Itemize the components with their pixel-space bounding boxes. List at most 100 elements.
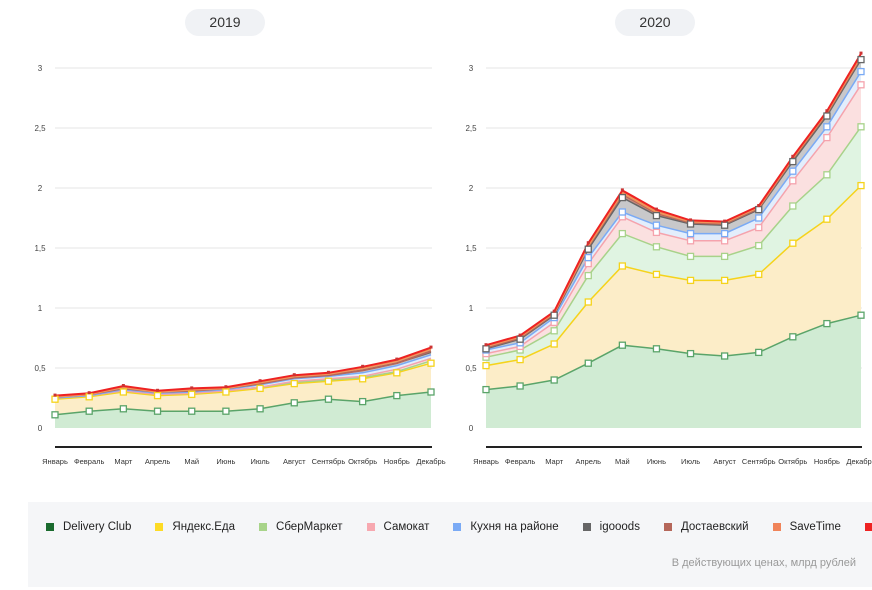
x-tick-label: Июль bbox=[681, 457, 700, 466]
data-point bbox=[791, 154, 795, 158]
data-point bbox=[53, 393, 57, 397]
data-point bbox=[395, 357, 399, 361]
data-point bbox=[857, 55, 865, 64]
data-point bbox=[825, 109, 829, 113]
data-point bbox=[789, 202, 797, 210]
data-point bbox=[85, 393, 93, 401]
data-point bbox=[618, 229, 627, 238]
legend-swatch bbox=[366, 523, 375, 531]
data-point bbox=[652, 228, 661, 237]
data-point bbox=[156, 388, 160, 392]
x-tick-label: Июль bbox=[251, 457, 270, 466]
legend-item[interactable]: SaveTime bbox=[772, 521, 841, 533]
data-point bbox=[652, 345, 661, 353]
data-point bbox=[188, 390, 196, 399]
series-line-3 bbox=[485, 84, 862, 355]
data-point bbox=[290, 399, 298, 407]
series-line-7 bbox=[54, 347, 432, 398]
x-tick-label: Август bbox=[283, 457, 306, 466]
data-point bbox=[584, 271, 592, 280]
data-point bbox=[324, 395, 333, 403]
data-point bbox=[550, 327, 558, 335]
data-point bbox=[652, 211, 661, 220]
legend-swatch bbox=[259, 523, 268, 531]
legend-item[interactable]: Впрок bbox=[864, 521, 872, 533]
series-line-1 bbox=[54, 362, 432, 400]
data-point bbox=[686, 276, 695, 285]
data-point bbox=[256, 384, 264, 393]
legend-label: Самокат bbox=[383, 521, 430, 533]
legend-item[interactable]: Яндекс.Еда bbox=[155, 521, 235, 533]
data-point bbox=[427, 388, 435, 396]
data-point bbox=[757, 204, 761, 207]
x-tick-label: Октябрь bbox=[348, 457, 377, 466]
x-tick-label: Февраль bbox=[505, 457, 536, 466]
data-point bbox=[153, 407, 162, 415]
data-point bbox=[550, 340, 558, 348]
x-tick-label: Май bbox=[615, 457, 630, 466]
data-point bbox=[789, 157, 797, 166]
charts: 0 0,5 1 1,5 2 2,5 3 Январь Февраль Март Апрель Май И… bbox=[34, 51, 872, 466]
data-point bbox=[686, 237, 695, 245]
legend-item[interactable]: Delivery Club bbox=[46, 521, 131, 533]
data-point bbox=[686, 349, 695, 358]
chart-2020: 0 0,5 1 1,5 2 2,5 3 Январь Февраль Март Апрель Май И… bbox=[465, 51, 872, 466]
data-point bbox=[823, 171, 831, 179]
data-point bbox=[119, 405, 128, 413]
data-point bbox=[121, 384, 125, 387]
data-point bbox=[857, 123, 865, 131]
data-point bbox=[258, 379, 262, 383]
data-point bbox=[516, 335, 524, 343]
legend-item[interactable]: Кухня на районе bbox=[453, 521, 559, 533]
data-point bbox=[326, 370, 330, 374]
y-tick-label: 2 bbox=[38, 184, 43, 193]
series-line-0 bbox=[54, 391, 432, 416]
series-line-2 bbox=[485, 126, 862, 358]
x-tick-label: Февраль bbox=[74, 457, 105, 466]
data-point bbox=[618, 341, 627, 349]
x-tick-label: Август bbox=[713, 457, 736, 466]
y-tick-label: 3 bbox=[38, 64, 43, 73]
legend-item[interactable]: Достаевский bbox=[663, 521, 749, 533]
x-tick-label: Сентябрь bbox=[742, 457, 776, 466]
data-point bbox=[720, 252, 729, 261]
data-point bbox=[618, 208, 627, 216]
legend-label: Достаевский bbox=[680, 521, 749, 533]
chart-title-2019: 2019 bbox=[185, 9, 265, 36]
data-point bbox=[484, 343, 488, 347]
legend-swatch bbox=[46, 523, 54, 531]
data-point bbox=[222, 407, 230, 415]
legend: Delivery Club Яндекс.Еда СберМаркет Самокат… bbox=[28, 502, 872, 587]
y-tick-label: 3 bbox=[469, 64, 474, 73]
data-point bbox=[516, 355, 524, 364]
data-point bbox=[358, 397, 367, 406]
data-point bbox=[516, 382, 524, 390]
series-line-3 bbox=[54, 357, 432, 399]
data-point bbox=[789, 177, 797, 185]
data-point bbox=[857, 181, 865, 190]
data-point bbox=[361, 364, 365, 368]
y-tick-label: 1,5 bbox=[465, 244, 477, 253]
legend-item[interactable]: igooods bbox=[582, 521, 640, 533]
x-tick-label: Апрель bbox=[576, 457, 602, 466]
data-point bbox=[586, 241, 590, 245]
data-point bbox=[324, 377, 333, 385]
data-point bbox=[686, 229, 695, 238]
area-1 bbox=[55, 363, 431, 415]
data-point bbox=[482, 345, 490, 353]
legend-swatch bbox=[663, 523, 672, 531]
y-tick-label: 0 bbox=[469, 424, 474, 433]
data-point bbox=[427, 359, 435, 367]
data-point bbox=[51, 395, 59, 403]
data-point bbox=[393, 369, 401, 377]
legend-item[interactable]: СберМаркет bbox=[259, 521, 343, 533]
y-tick-label: 1 bbox=[469, 304, 474, 313]
data-point bbox=[654, 207, 658, 211]
legend-label: Яндекс.Еда bbox=[172, 521, 236, 533]
data-point bbox=[857, 67, 865, 76]
y-tick-label: 2 bbox=[469, 184, 474, 193]
x-tick-label: Январь bbox=[42, 457, 68, 466]
data-point bbox=[222, 388, 230, 396]
data-point bbox=[755, 270, 763, 279]
legend-item[interactable]: Самокат bbox=[366, 521, 430, 533]
